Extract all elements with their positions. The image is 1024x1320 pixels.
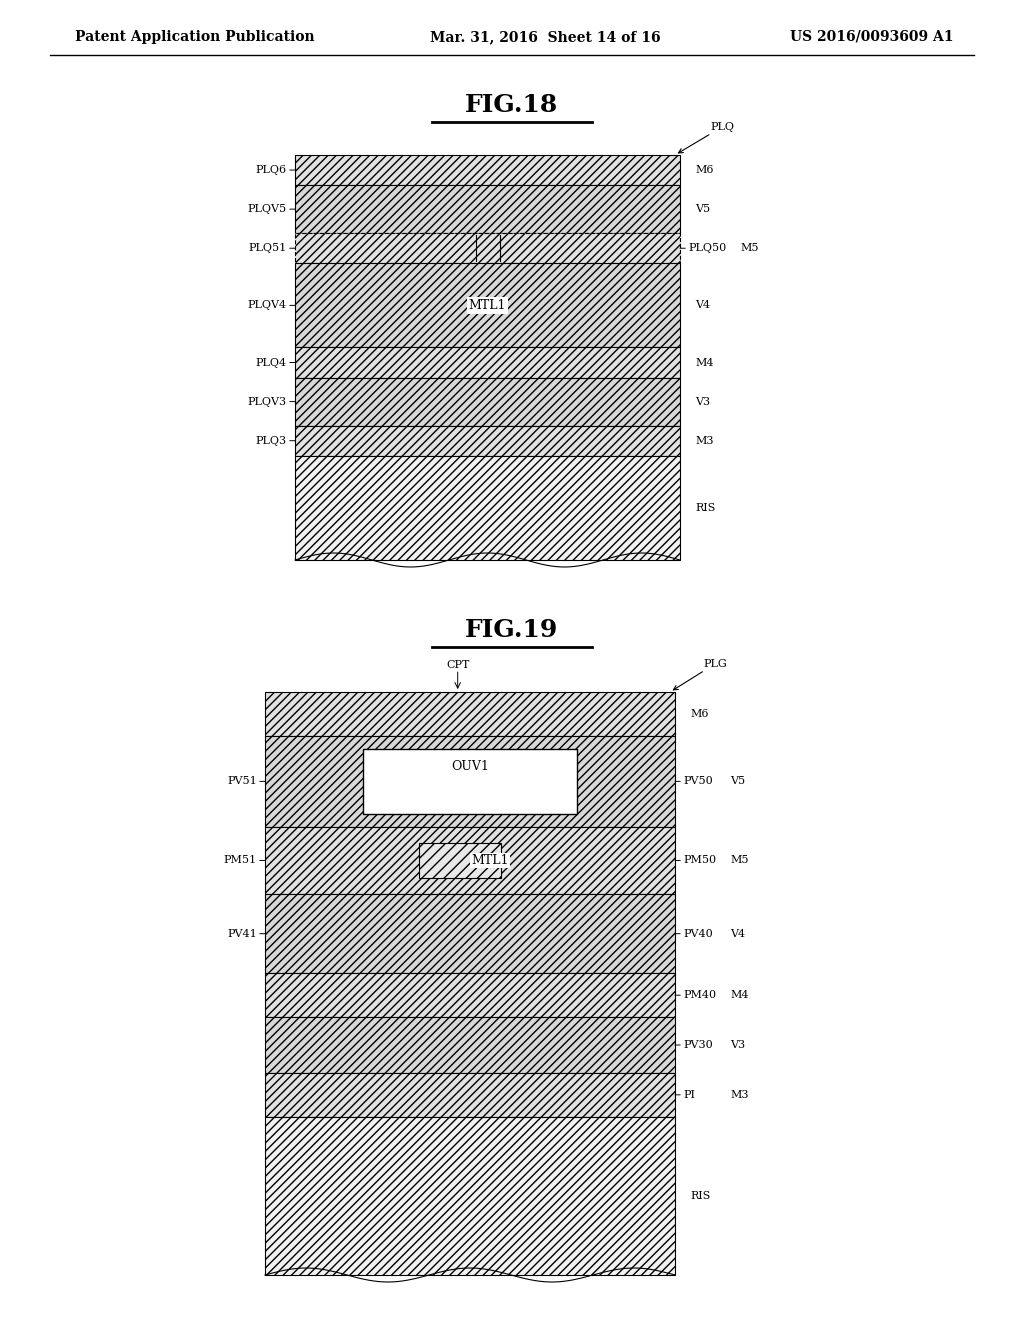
Bar: [265, 973, 675, 1018]
Text: PLQ50: PLQ50: [680, 243, 726, 253]
Text: RIS: RIS: [690, 1191, 711, 1201]
Text: M3: M3: [695, 436, 714, 446]
Bar: [295, 234, 680, 263]
Text: MTL1: MTL1: [471, 854, 509, 867]
Text: V5: V5: [730, 776, 745, 787]
Text: US 2016/0093609 A1: US 2016/0093609 A1: [790, 30, 953, 44]
Text: PLQ: PLQ: [679, 121, 734, 153]
Bar: [419, 843, 501, 878]
Text: M3: M3: [730, 1090, 749, 1100]
Text: CPT: CPT: [446, 660, 469, 671]
Text: Patent Application Publication: Patent Application Publication: [75, 30, 314, 44]
Text: PV50: PV50: [675, 776, 713, 787]
Text: PLG: PLG: [674, 659, 727, 690]
Text: M6: M6: [695, 165, 714, 176]
Text: PV30: PV30: [675, 1040, 713, 1049]
Text: PLQ6: PLQ6: [256, 165, 295, 176]
Text: PV41: PV41: [227, 929, 265, 939]
Bar: [265, 1117, 675, 1275]
Bar: [265, 737, 675, 826]
Text: PV40: PV40: [675, 929, 713, 939]
Text: OUV1: OUV1: [451, 760, 488, 774]
Bar: [295, 154, 680, 185]
Bar: [265, 1018, 675, 1073]
Text: V4: V4: [730, 929, 745, 939]
Bar: [265, 692, 675, 737]
Text: FIG.19: FIG.19: [465, 618, 559, 642]
Text: V5: V5: [695, 205, 710, 214]
Text: M4: M4: [730, 990, 749, 1001]
Bar: [295, 347, 680, 378]
Text: PV51: PV51: [227, 776, 265, 787]
Text: MTL1: MTL1: [452, 854, 488, 867]
Bar: [295, 263, 680, 347]
Text: V3: V3: [695, 396, 710, 407]
Text: PLQV5: PLQV5: [248, 205, 295, 214]
Bar: [295, 425, 680, 455]
Text: M5: M5: [730, 855, 749, 866]
Bar: [295, 378, 680, 425]
Text: PLQV3: PLQV3: [248, 396, 295, 407]
Text: V4: V4: [695, 301, 710, 310]
Bar: [265, 894, 675, 973]
Text: PLQ3: PLQ3: [256, 436, 295, 446]
Bar: [265, 1073, 675, 1117]
Text: M5: M5: [740, 243, 759, 253]
Text: PM50: PM50: [675, 855, 716, 866]
Bar: [364, 748, 577, 814]
Text: PLQ4: PLQ4: [256, 358, 295, 367]
Text: Mar. 31, 2016  Sheet 14 of 16: Mar. 31, 2016 Sheet 14 of 16: [430, 30, 660, 44]
Bar: [295, 185, 680, 234]
Text: RIS: RIS: [695, 503, 716, 513]
Bar: [295, 455, 680, 560]
Text: PLQ51: PLQ51: [249, 243, 295, 253]
Text: M6: M6: [690, 709, 709, 719]
Text: PI: PI: [675, 1090, 695, 1100]
Text: M4: M4: [695, 358, 714, 367]
Text: V3: V3: [730, 1040, 745, 1049]
Text: FIG.18: FIG.18: [465, 92, 559, 117]
Bar: [265, 826, 675, 894]
Text: PM40: PM40: [675, 990, 716, 1001]
Text: PM51: PM51: [224, 855, 265, 866]
Text: PLQV4: PLQV4: [248, 301, 295, 310]
Text: MTL1: MTL1: [469, 298, 506, 312]
